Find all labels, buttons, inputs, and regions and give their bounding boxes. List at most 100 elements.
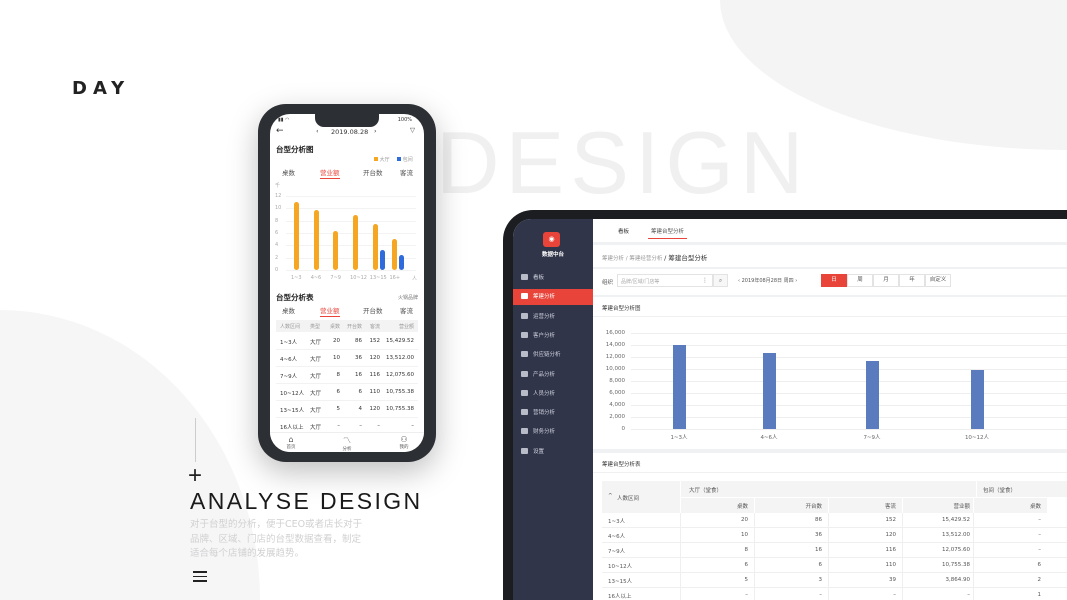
bar (763, 352, 776, 429)
more-icon[interactable]: ⋮ (702, 277, 708, 284)
y-tick-label: 8,000 (609, 378, 625, 384)
table-tab[interactable]: 桌数 (282, 307, 295, 315)
sidebar-item-icon (521, 370, 528, 377)
prev-date-icon[interactable]: ‹ (738, 278, 740, 284)
y-tick-label: 4 (275, 242, 279, 249)
chart-title: 筹建台型分析图 (602, 306, 641, 312)
column-header: 营业额 (398, 324, 414, 330)
sidebar-item[interactable]: 供应链分析 (513, 347, 593, 363)
filter-bar: 组织 品牌/区域/门店等 ⋮ ⌕ ‹ 2019年08月28日 周四 › 日周月年… (593, 269, 1067, 295)
tab-revenue[interactable]: 营业额 (320, 169, 340, 179)
table-cell: 15,429.52 (386, 338, 414, 344)
sidebar-item[interactable]: 运营分析 (513, 309, 593, 325)
gridline (631, 333, 1067, 334)
table-cell: 3,864.90 (945, 577, 971, 583)
sidebar-item[interactable]: 设置 (513, 444, 593, 460)
tab-traffic[interactable]: 客流 (400, 169, 413, 177)
tab-open-tables[interactable]: 开台数 (363, 169, 383, 177)
group-header (976, 481, 1067, 497)
next-date-icon[interactable]: › (374, 127, 377, 135)
table-tab[interactable]: 开台数 (363, 307, 383, 315)
y-tick-label: 10,000 (605, 366, 625, 372)
tab-tables[interactable]: 桌数 (282, 169, 295, 177)
table-cell: 10 (741, 532, 748, 538)
nav-profile[interactable]: ⚇ 我的 (394, 435, 414, 450)
sidebar-item-icon (521, 351, 528, 358)
tablet-bar-chart: 0 2,000 4,000 6,000 8,000 10,000 12,000 14,000 1… (601, 330, 1067, 445)
column-header: 类型 (310, 324, 321, 330)
bar-private-room (399, 254, 405, 270)
table-cell: 大厅 (310, 391, 322, 397)
bar-hall (333, 230, 339, 270)
column-header: 桌数 (736, 504, 748, 510)
period-button[interactable]: 自定义 (925, 274, 951, 287)
sidebar-item[interactable]: 客户分析 (513, 328, 593, 344)
sidebar-item[interactable]: 看板 (513, 270, 593, 286)
cell-border (973, 558, 974, 573)
breadcrumb-item[interactable]: 筹建经营分析 (629, 256, 663, 262)
table-cell: 大厅 (310, 425, 322, 431)
table-cell: 86 (355, 338, 362, 344)
cell-border (902, 558, 903, 573)
period-button[interactable]: 月 (873, 274, 899, 287)
table-cell: 8 (744, 547, 749, 553)
menu-icon[interactable] (193, 571, 207, 585)
cell-border (680, 558, 681, 573)
date-picker[interactable]: ‹ 2019年08月28日 周四 › (738, 277, 797, 284)
sidebar-item[interactable]: 筹建分析 (513, 289, 593, 306)
prev-date-icon[interactable]: ‹ (316, 127, 319, 135)
table-tab[interactable]: 客流 (400, 307, 413, 315)
next-date-icon[interactable]: › (795, 278, 798, 284)
table-tab[interactable]: 营业额 (320, 307, 340, 317)
table-cell: 152 (369, 338, 381, 344)
cell-border (828, 558, 829, 573)
nav-analysis[interactable]: 〽分析 (337, 435, 357, 452)
period-button[interactable]: 周 (847, 274, 873, 287)
breadcrumb-item[interactable]: 筹建分析 (602, 256, 625, 262)
table-cell: 4~6人 (608, 534, 626, 540)
table-cell: 1 (1037, 592, 1042, 598)
sidebar-item[interactable]: 产品分析 (513, 367, 593, 383)
table-cell: 7~9人 (280, 374, 298, 380)
table-cell: 20 (741, 517, 748, 523)
top-tab-dashboard[interactable]: 看板 (618, 229, 630, 235)
sidebar-item-label: 运营分析 (533, 313, 556, 320)
gridline (286, 245, 416, 247)
x-tick-label: 1~3人 (670, 435, 688, 441)
back-icon[interactable]: ← (276, 126, 284, 136)
table-cell: 7~9人 (608, 549, 626, 555)
top-tab-table-analysis[interactable]: 筹建台型分析 (648, 227, 688, 239)
plus-icon: + (188, 462, 203, 489)
cell-border (902, 588, 903, 600)
sidebar-item[interactable]: 营销分析 (513, 405, 593, 421)
sidebar-item-icon (521, 389, 528, 396)
table-cell: 116 (885, 547, 897, 553)
background-word: DESIGN (436, 113, 810, 212)
cell-border (680, 588, 681, 600)
nav-home[interactable]: ⌂ 首页 (281, 435, 301, 450)
table-cell: – (1038, 517, 1041, 523)
gridline (286, 233, 416, 234)
x-tick-label: 1~3 (291, 275, 302, 281)
sidebar-item[interactable]: 人员分析 (513, 386, 593, 402)
table-row: 13~15人 大厅 5 4 120 10,755.38 (276, 401, 418, 418)
table-cell: 6 (744, 562, 749, 568)
org-input[interactable]: 品牌/区域/门店等 ⋮ (617, 274, 713, 287)
table-cell: 5 (744, 577, 749, 583)
y-tick-label: 8 (275, 217, 279, 224)
sort-icon[interactable]: ^ (608, 493, 613, 499)
period-button[interactable]: 日 (821, 274, 847, 287)
filter-icon[interactable]: ▽ (410, 126, 415, 134)
period-button[interactable]: 年 (899, 274, 925, 287)
search-button[interactable]: ⌕ (713, 274, 728, 287)
sidebar-item-label: 客户分析 (533, 332, 556, 339)
table-cell: 16 (815, 547, 822, 553)
bar (971, 369, 984, 429)
gridline (631, 381, 1067, 382)
sidebar-item[interactable]: 财务分析 (513, 424, 593, 440)
sidebar-item-icon (521, 274, 528, 280)
bottom-nav: ⌂ 首页 〽分析 ⚇ 我的 (270, 432, 424, 452)
group-label: 包间（堂食） (983, 488, 1017, 494)
brand-filter[interactable]: 火锅品牌 (397, 295, 418, 301)
table-cell: 8 (336, 372, 341, 378)
